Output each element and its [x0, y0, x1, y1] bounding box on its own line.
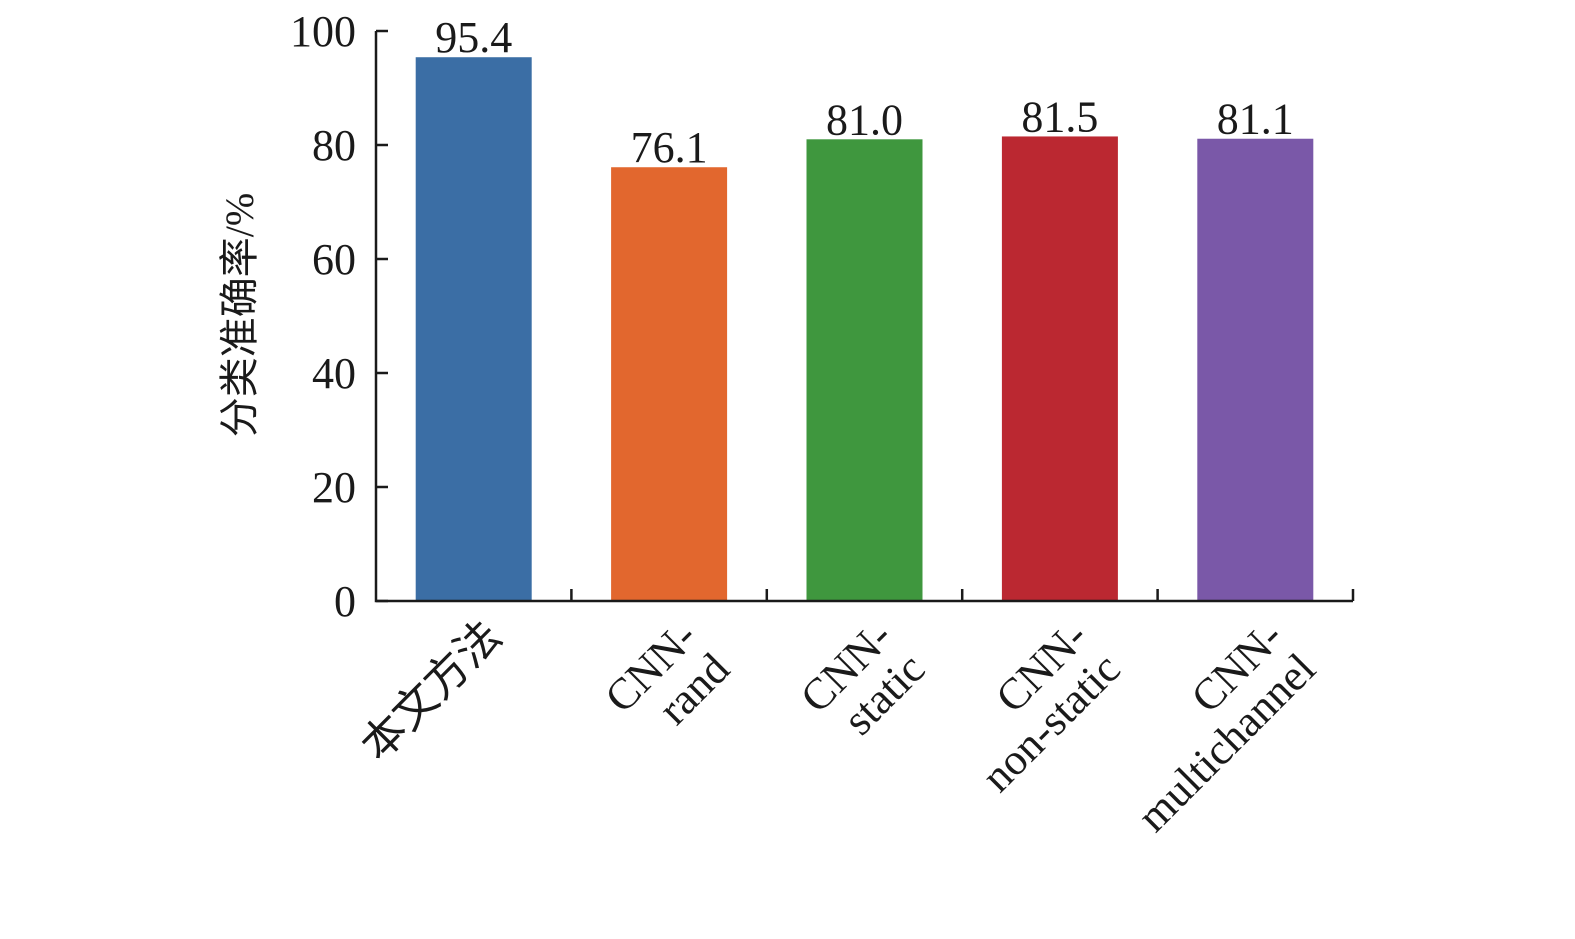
category-label: CNN-non-static [972, 611, 1129, 801]
value-label: 95.4 [435, 13, 512, 62]
bar [415, 57, 532, 602]
y-axis-label: 分类准确率/% [217, 193, 262, 437]
y-tick-label: 80 [312, 121, 356, 170]
bar [806, 139, 923, 602]
category-label-line: 本文方法 [352, 611, 511, 770]
value-label: 81.1 [1217, 95, 1294, 144]
value-labels: 95.4 76.1 81.0 81.5 81.1 [435, 13, 1294, 172]
y-tick-label: 60 [312, 235, 356, 284]
value-label: 81.5 [1021, 92, 1098, 141]
bars [415, 57, 1314, 602]
category-label: CNN-multichannel [1128, 611, 1325, 841]
x-axis-ticks [570, 589, 1355, 601]
y-tick-label: 100 [290, 7, 356, 56]
axis-lines [374, 31, 1353, 603]
y-tick-label: 40 [312, 349, 356, 398]
category-label: CNN-static [791, 611, 934, 744]
bar [1197, 138, 1314, 602]
y-tick-label: 0 [334, 577, 356, 626]
bar [611, 167, 728, 602]
y-axis-ticks: 0 20 40 60 80 100 [290, 7, 388, 626]
category-labels: 本文方法 CNN-rand CNN-static CNN-non-static CNN-… [352, 611, 1325, 841]
value-label: 81.0 [826, 95, 903, 144]
value-label: 76.1 [631, 123, 708, 172]
category-label: 本文方法 [352, 611, 511, 770]
category-label: CNN-rand [595, 611, 738, 733]
y-tick-label: 20 [312, 463, 356, 512]
bar [1001, 136, 1118, 601]
